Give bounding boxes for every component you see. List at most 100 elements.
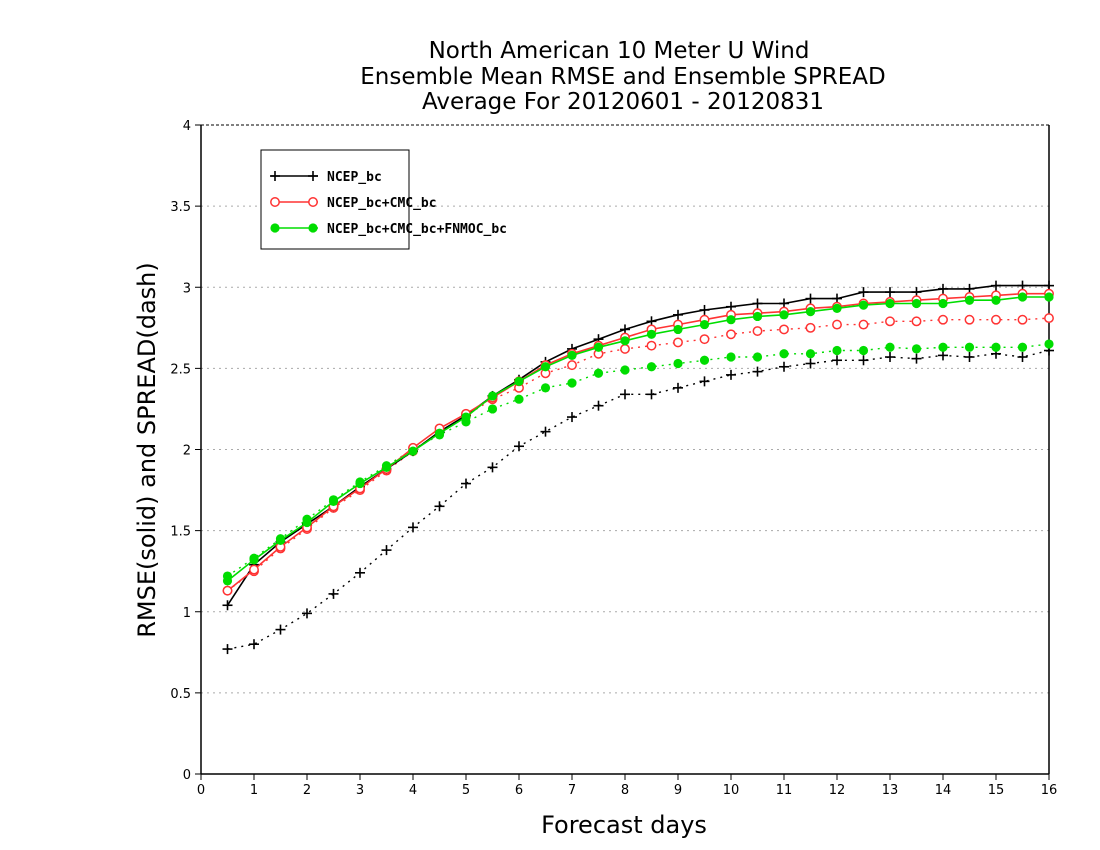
data-point <box>885 316 895 327</box>
x-tick-label: 13 <box>882 783 899 798</box>
data-point <box>381 462 392 472</box>
axes: 00.511.522.533.540 1 2 3 4 5 6 7 8 9 10 11 12 13 14 15 1… <box>170 119 1057 798</box>
data-point <box>434 501 445 512</box>
data-point <box>673 382 683 393</box>
data-point <box>858 287 869 298</box>
data-point <box>593 400 604 411</box>
data-point <box>726 315 736 325</box>
data-point <box>540 426 551 437</box>
y-tick-label: 4 <box>183 119 191 134</box>
legend-marker <box>270 223 280 233</box>
x-tick-label: 14 <box>935 783 952 798</box>
data-point <box>222 585 233 596</box>
data-point <box>646 329 657 339</box>
data-point <box>275 535 286 545</box>
data-point <box>646 389 657 400</box>
data-point <box>964 314 975 325</box>
data-point <box>1017 352 1028 363</box>
x-axis-title: Forecast days <box>541 811 707 839</box>
data-point <box>964 352 975 363</box>
data-point <box>1017 342 1028 352</box>
data-point <box>858 345 869 356</box>
legend-marker <box>308 197 318 207</box>
data-point <box>885 352 895 363</box>
data-point <box>699 319 710 330</box>
data-point <box>1017 292 1028 302</box>
data-point <box>911 316 922 327</box>
chart-title-line-3: Average For 20120601 - 20120831 <box>422 89 824 115</box>
data-point <box>514 441 524 452</box>
data-point <box>832 303 842 313</box>
data-point <box>302 608 312 619</box>
legend-label: NCEP_bc <box>327 170 382 185</box>
data-point <box>964 295 975 305</box>
legend-box <box>260 149 410 250</box>
y-tick-label: 1.5 <box>170 525 191 540</box>
data-point <box>938 314 948 325</box>
data-point <box>938 350 948 361</box>
data-point <box>567 350 577 360</box>
data-point <box>752 326 763 337</box>
data-point <box>673 309 683 320</box>
data-point <box>302 517 312 528</box>
series-rmse-ncep-bc-cmc-bc-fnmoc-bc <box>222 292 1054 586</box>
series-spread-ncep-bc <box>222 345 1054 655</box>
data-point <box>328 588 339 599</box>
data-point <box>885 342 895 352</box>
series-line-spread-ncep-bc-cmc-bc <box>227 317 1050 592</box>
data-point <box>408 446 418 456</box>
data-point <box>249 564 259 575</box>
x-tick-label: 5 <box>462 783 470 798</box>
data-point <box>911 344 922 354</box>
data-point <box>1017 314 1028 325</box>
data-point <box>991 295 1001 305</box>
data-point <box>779 324 789 335</box>
data-point <box>593 342 604 352</box>
legend-label: NCEP_bc+CMC_bc <box>327 196 437 211</box>
data-point <box>222 644 233 655</box>
data-point <box>620 343 630 354</box>
data-point <box>726 329 736 340</box>
data-point <box>1044 339 1054 349</box>
data-point <box>964 342 975 352</box>
x-tick-label: 7 <box>568 783 576 798</box>
data-point <box>514 394 524 404</box>
data-point <box>885 298 895 309</box>
data-point <box>938 342 948 352</box>
data-point <box>779 349 789 359</box>
data-point <box>646 362 657 372</box>
y-axis-title: RMSE(solid) and SPREAD(dash) <box>133 262 161 638</box>
data-point <box>355 567 365 578</box>
y-tick-label: 3 <box>183 281 191 296</box>
data-point <box>805 306 816 317</box>
y-tick-label: 2 <box>183 444 191 459</box>
data-point <box>858 319 869 330</box>
data-point <box>699 304 710 315</box>
data-point <box>938 298 948 309</box>
legend: NCEP_bc NCEP_bc+CMC_bc NCEP_bc+CMC_bc+FNMO… <box>260 149 507 250</box>
x-tick-label: 4 <box>409 783 417 798</box>
data-point <box>222 600 233 611</box>
x-tick-label: 0 <box>197 783 205 798</box>
data-point <box>885 287 895 298</box>
legend-marker <box>308 223 318 233</box>
data-point <box>673 358 683 369</box>
data-point <box>991 280 1001 291</box>
data-point <box>620 389 630 400</box>
x-tick-label: 15 <box>988 783 1005 798</box>
data-point <box>911 298 922 309</box>
data-point <box>805 358 816 369</box>
data-point <box>275 624 286 635</box>
data-point <box>699 334 710 345</box>
y-tick-label: 3.5 <box>170 200 191 215</box>
legend-item: NCEP_bc+CMC_bc+FNMOC_bc <box>270 222 507 237</box>
data-point <box>249 555 259 565</box>
data-point <box>514 376 524 386</box>
legend-item: NCEP_bc <box>270 170 382 185</box>
x-tick-label: 3 <box>356 783 364 798</box>
x-tick-label: 6 <box>515 783 523 798</box>
data-point <box>461 478 471 489</box>
x-tick-label: 1 <box>250 783 258 798</box>
data-point <box>832 319 842 330</box>
data-point <box>593 368 604 378</box>
